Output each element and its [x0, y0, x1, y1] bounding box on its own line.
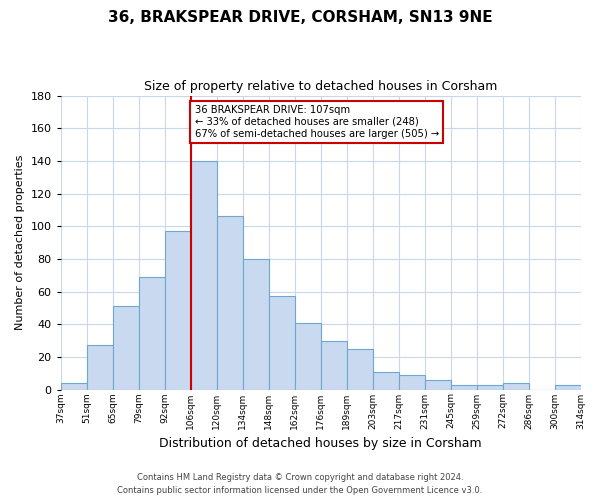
Bar	[113, 306, 139, 390]
Bar	[61, 383, 86, 390]
Text: Contains HM Land Registry data © Crown copyright and database right 2024.
Contai: Contains HM Land Registry data © Crown c…	[118, 474, 482, 495]
Text: 36 BRAKSPEAR DRIVE: 107sqm
← 33% of detached houses are smaller (248)
67% of sem: 36 BRAKSPEAR DRIVE: 107sqm ← 33% of deta…	[194, 106, 439, 138]
Bar	[398, 375, 425, 390]
Bar	[476, 384, 503, 390]
Bar	[554, 384, 581, 390]
Bar	[217, 216, 242, 390]
Bar	[139, 277, 164, 390]
Bar	[86, 346, 113, 390]
Bar	[451, 384, 476, 390]
Bar	[242, 259, 269, 390]
Bar	[164, 231, 191, 390]
X-axis label: Distribution of detached houses by size in Corsham: Distribution of detached houses by size …	[159, 437, 482, 450]
Bar	[503, 383, 529, 390]
Bar	[191, 161, 217, 390]
Bar	[320, 340, 347, 390]
Title: Size of property relative to detached houses in Corsham: Size of property relative to detached ho…	[144, 80, 497, 93]
Bar	[295, 322, 320, 390]
Bar	[425, 380, 451, 390]
Bar	[373, 372, 398, 390]
Bar	[269, 296, 295, 390]
Y-axis label: Number of detached properties: Number of detached properties	[15, 155, 25, 330]
Bar	[347, 348, 373, 390]
Text: 36, BRAKSPEAR DRIVE, CORSHAM, SN13 9NE: 36, BRAKSPEAR DRIVE, CORSHAM, SN13 9NE	[107, 10, 493, 25]
